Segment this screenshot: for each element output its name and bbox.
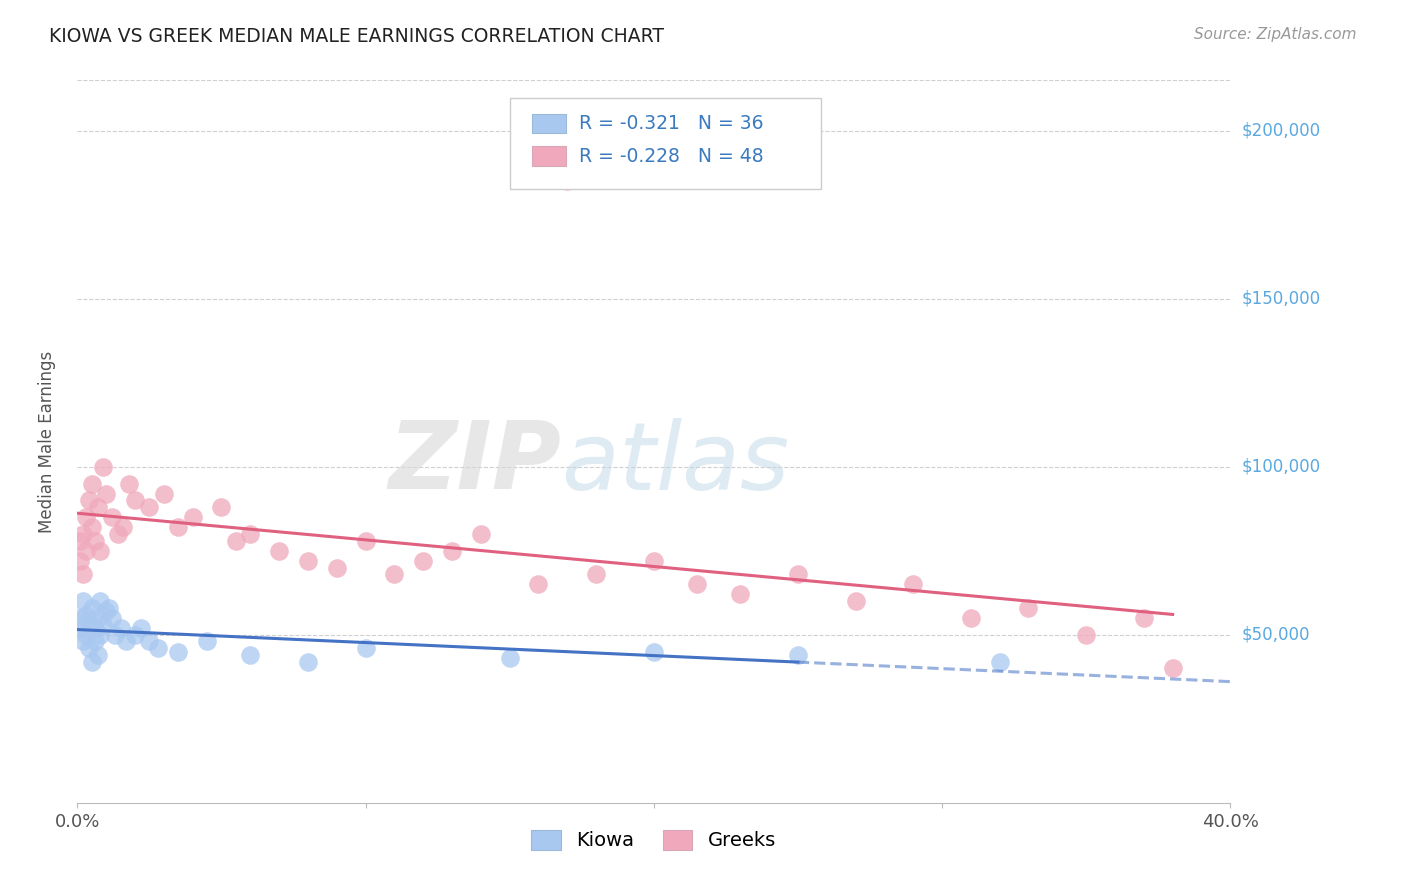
Point xyxy=(110,621,132,635)
Point xyxy=(167,520,190,534)
Point xyxy=(89,594,111,608)
Point xyxy=(181,510,204,524)
Point xyxy=(138,500,160,514)
Point xyxy=(86,611,108,625)
Point xyxy=(83,621,105,635)
Text: $100,000: $100,000 xyxy=(1241,458,1320,475)
Point xyxy=(104,628,127,642)
Point xyxy=(267,543,291,558)
Point xyxy=(112,520,135,534)
Text: KIOWA VS GREEK MEDIAN MALE EARNINGS CORRELATION CHART: KIOWA VS GREEK MEDIAN MALE EARNINGS CORR… xyxy=(49,27,664,45)
Text: R = -0.228   N = 48: R = -0.228 N = 48 xyxy=(579,146,763,166)
Point xyxy=(211,500,233,514)
Point xyxy=(80,520,103,534)
Point xyxy=(225,533,247,548)
Point xyxy=(146,641,169,656)
Point xyxy=(91,459,114,474)
Point xyxy=(903,577,925,591)
Text: $50,000: $50,000 xyxy=(1241,626,1310,644)
Point xyxy=(643,644,665,658)
Point xyxy=(1133,611,1156,625)
Point xyxy=(1161,661,1184,675)
Point xyxy=(83,634,105,648)
Point xyxy=(75,543,97,558)
Point xyxy=(960,611,983,625)
Point xyxy=(787,567,810,582)
Text: Source: ZipAtlas.com: Source: ZipAtlas.com xyxy=(1194,27,1357,42)
Point xyxy=(730,587,752,601)
Point xyxy=(96,604,118,618)
Text: $200,000: $200,000 xyxy=(1241,121,1320,140)
Point xyxy=(845,594,868,608)
Point xyxy=(69,621,91,635)
Point xyxy=(115,634,138,648)
Point xyxy=(72,527,94,541)
Point xyxy=(412,554,434,568)
Point xyxy=(86,500,108,514)
Point xyxy=(297,554,319,568)
Point xyxy=(80,476,103,491)
Point xyxy=(80,655,103,669)
Point xyxy=(124,493,146,508)
Point xyxy=(75,628,97,642)
Point xyxy=(441,543,464,558)
Point xyxy=(69,611,91,625)
Point xyxy=(195,634,218,648)
Point xyxy=(686,577,709,591)
Text: $150,000: $150,000 xyxy=(1241,290,1320,308)
Point xyxy=(72,594,94,608)
Point xyxy=(98,600,121,615)
Point xyxy=(86,648,108,662)
Point xyxy=(499,651,522,665)
Text: ZIP: ZIP xyxy=(388,417,561,509)
Point xyxy=(89,628,111,642)
FancyBboxPatch shape xyxy=(531,146,567,166)
Point xyxy=(138,634,160,648)
Point xyxy=(91,617,114,632)
Point xyxy=(167,644,190,658)
Point xyxy=(470,527,492,541)
Point xyxy=(557,174,579,188)
Point xyxy=(101,510,124,524)
Point xyxy=(354,533,377,548)
Point xyxy=(129,621,152,635)
FancyBboxPatch shape xyxy=(510,98,821,189)
Point xyxy=(83,533,105,548)
Point xyxy=(239,648,262,662)
Point xyxy=(96,486,118,500)
Point xyxy=(239,527,262,541)
Point xyxy=(72,634,94,648)
Point xyxy=(75,607,97,622)
Text: atlas: atlas xyxy=(561,417,790,508)
FancyBboxPatch shape xyxy=(531,114,567,134)
Point xyxy=(72,567,94,582)
Point xyxy=(89,543,111,558)
Point xyxy=(75,510,97,524)
Point xyxy=(124,628,146,642)
Point xyxy=(643,554,665,568)
Point xyxy=(297,655,319,669)
Point xyxy=(107,527,129,541)
Point xyxy=(69,533,91,548)
Text: R = -0.321   N = 36: R = -0.321 N = 36 xyxy=(579,114,763,133)
Point xyxy=(153,486,174,500)
Point xyxy=(80,600,103,615)
Point xyxy=(69,554,91,568)
Point xyxy=(101,611,124,625)
Point xyxy=(988,655,1011,669)
Point xyxy=(77,615,100,629)
Point xyxy=(77,493,100,508)
Y-axis label: Median Male Earnings: Median Male Earnings xyxy=(38,351,56,533)
Point xyxy=(1018,600,1040,615)
Point xyxy=(585,567,607,582)
Point xyxy=(118,476,141,491)
Point xyxy=(1076,628,1098,642)
Point xyxy=(354,641,377,656)
Point xyxy=(77,641,100,656)
Point xyxy=(325,560,349,574)
Point xyxy=(787,648,810,662)
Point xyxy=(527,577,550,591)
Point xyxy=(382,567,406,582)
Legend: Kiowa, Greeks: Kiowa, Greeks xyxy=(523,822,785,858)
